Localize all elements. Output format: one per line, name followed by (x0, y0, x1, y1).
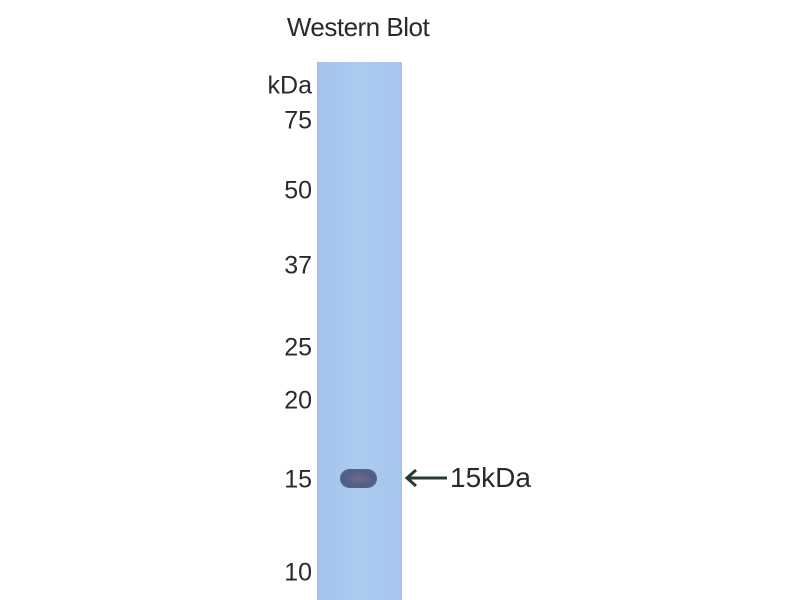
protein-band (340, 469, 377, 488)
marker-20: 20 (284, 386, 312, 415)
gel-lane (317, 62, 402, 600)
marker-37: 37 (284, 251, 312, 280)
band-annotation: 15kDa (450, 462, 531, 493)
arrow-left-icon (404, 468, 447, 488)
marker-50: 50 (284, 176, 312, 205)
marker-25: 25 (284, 333, 312, 362)
unit-label: kDa (267, 71, 312, 100)
blot-title: Western Blot (286, 12, 430, 42)
marker-10: 10 (284, 558, 312, 587)
marker-15: 15 (284, 465, 312, 494)
marker-75: 75 (284, 106, 312, 135)
